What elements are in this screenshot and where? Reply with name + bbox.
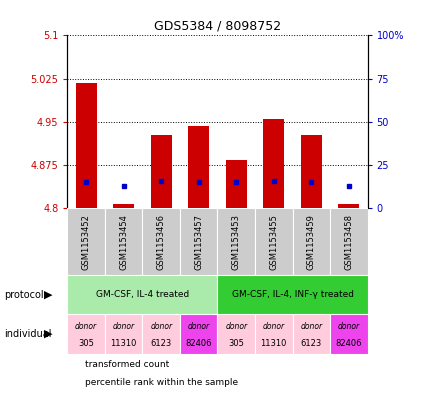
Text: GSM1153453: GSM1153453: [231, 214, 240, 270]
Text: 6123: 6123: [300, 340, 321, 348]
Text: ▶: ▶: [43, 290, 52, 300]
Bar: [217, 314, 254, 354]
Bar: [292, 314, 329, 354]
Text: GSM1153452: GSM1153452: [82, 214, 90, 270]
Bar: [142, 314, 180, 354]
Bar: [151, 134, 171, 208]
Bar: [217, 208, 254, 275]
Bar: [292, 208, 329, 275]
Text: GSM1153455: GSM1153455: [269, 214, 278, 270]
Text: GSM1153457: GSM1153457: [194, 214, 203, 270]
Text: transformed count: transformed count: [85, 360, 169, 369]
Text: 305: 305: [228, 340, 243, 348]
Bar: [180, 314, 217, 354]
Text: GSM1153459: GSM1153459: [306, 214, 315, 270]
Bar: [105, 314, 142, 354]
Bar: [329, 208, 367, 275]
Bar: [254, 314, 292, 354]
Bar: [188, 126, 209, 208]
Bar: [300, 134, 321, 208]
Text: GSM1153454: GSM1153454: [119, 214, 128, 270]
Bar: [338, 204, 358, 208]
Bar: [113, 204, 134, 208]
Text: ▶: ▶: [43, 329, 52, 339]
Bar: [180, 208, 217, 275]
Text: donor: donor: [337, 323, 359, 331]
Bar: [142, 208, 180, 275]
Text: 11310: 11310: [110, 340, 137, 348]
Text: 11310: 11310: [260, 340, 286, 348]
Text: percentile rank within the sample: percentile rank within the sample: [85, 378, 237, 387]
Text: donor: donor: [150, 323, 172, 331]
Bar: [105, 208, 142, 275]
Text: GM-CSF, IL-4 treated: GM-CSF, IL-4 treated: [95, 290, 189, 299]
Text: donor: donor: [187, 323, 209, 331]
Text: GSM1153458: GSM1153458: [344, 214, 352, 270]
Text: 82406: 82406: [335, 340, 361, 348]
Bar: [67, 208, 105, 275]
Text: protocol: protocol: [4, 290, 44, 300]
Text: donor: donor: [75, 323, 97, 331]
Text: 305: 305: [78, 340, 94, 348]
Bar: [225, 160, 246, 208]
Bar: [76, 83, 96, 208]
Text: individual: individual: [4, 329, 52, 339]
Text: GM-CSF, IL-4, INF-γ treated: GM-CSF, IL-4, INF-γ treated: [231, 290, 353, 299]
Bar: [329, 314, 367, 354]
Text: 82406: 82406: [185, 340, 211, 348]
Bar: [263, 119, 283, 208]
Bar: [217, 275, 367, 314]
Bar: [67, 275, 217, 314]
Text: donor: donor: [299, 323, 322, 331]
Text: 6123: 6123: [150, 340, 171, 348]
Text: donor: donor: [225, 323, 247, 331]
Bar: [67, 314, 105, 354]
Text: GSM1153456: GSM1153456: [156, 214, 165, 270]
Title: GDS5384 / 8098752: GDS5384 / 8098752: [154, 20, 280, 33]
Text: donor: donor: [262, 323, 284, 331]
Bar: [254, 208, 292, 275]
Text: donor: donor: [112, 323, 135, 331]
